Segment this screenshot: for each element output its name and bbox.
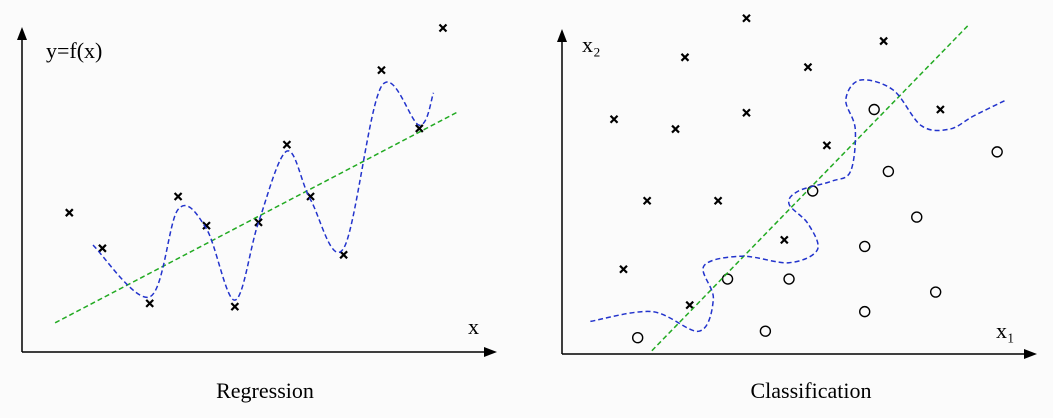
cross-point — [619, 264, 628, 274]
cross-point — [742, 108, 751, 118]
cross-point — [377, 65, 386, 75]
cross-point — [879, 36, 888, 46]
fit-curve — [92, 81, 435, 301]
cross-point — [173, 192, 183, 201]
circle-point — [929, 286, 942, 298]
cross-point — [230, 302, 240, 311]
cross-point — [642, 196, 652, 206]
fit-curve — [651, 24, 970, 352]
circle-point — [759, 325, 772, 337]
fit-curve — [590, 79, 1007, 332]
cross-point — [202, 221, 211, 230]
cross-point — [254, 218, 263, 227]
circle-point — [631, 332, 644, 344]
cross-point — [282, 140, 292, 149]
cross-point — [65, 208, 74, 217]
cross-point — [415, 124, 424, 133]
x-arrow — [484, 347, 497, 357]
chart-title: Regression — [216, 378, 314, 403]
cross-point — [780, 235, 789, 245]
chart-title: Classification — [751, 378, 872, 403]
cross-point — [671, 124, 680, 134]
x-arrow — [1024, 349, 1037, 359]
x-axis-label: x — [468, 314, 479, 339]
y-axis-label: x₂ — [582, 32, 601, 57]
circle-point — [783, 273, 795, 285]
cross-point — [98, 244, 107, 253]
cross-point — [339, 250, 348, 260]
circle-point — [991, 146, 1003, 158]
circle-point — [859, 240, 871, 253]
y-arrow — [557, 29, 567, 42]
cross-point — [822, 141, 832, 150]
circle-point — [911, 211, 923, 223]
circle-point — [806, 185, 819, 197]
circle-point — [882, 165, 895, 178]
cross-point — [936, 105, 945, 114]
circle-point — [868, 103, 880, 116]
cross-point — [685, 300, 694, 310]
classification-axes: x₂ x₁ Classification — [557, 29, 1037, 403]
cross-point — [713, 196, 723, 206]
cross-point — [609, 115, 619, 124]
y-arrow — [17, 27, 27, 40]
cross-point — [803, 62, 813, 72]
cross-point — [145, 299, 154, 308]
cross-point — [438, 23, 448, 33]
y-axis-label: y=f(x) — [46, 38, 102, 63]
fit-curve — [54, 111, 458, 324]
cross-point — [742, 13, 751, 23]
regression-axes: y=f(x) x Regression — [17, 27, 497, 403]
cross-point — [680, 53, 690, 62]
x-axis-label: x₁ — [996, 318, 1015, 343]
circle-point — [859, 305, 871, 318]
